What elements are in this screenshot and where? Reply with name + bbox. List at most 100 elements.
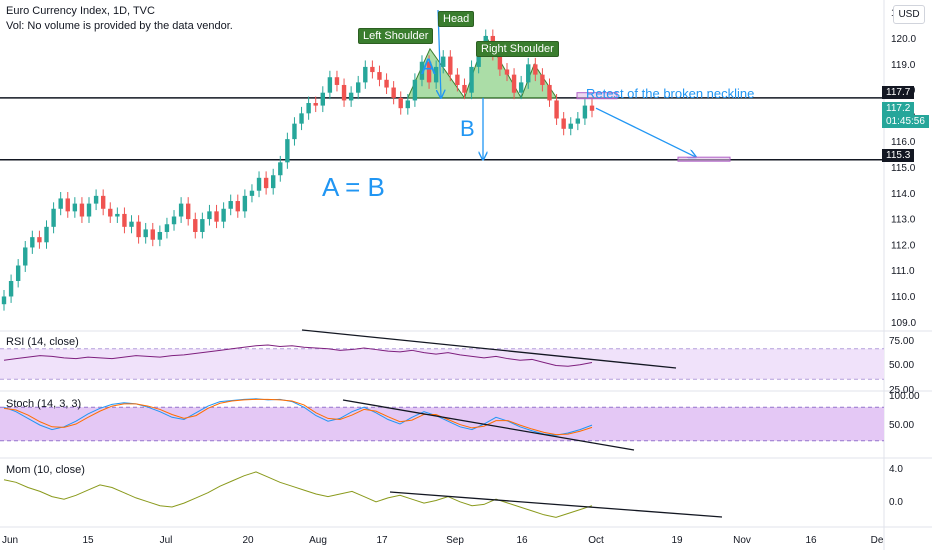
candle-body	[462, 84, 467, 93]
candle-body	[221, 208, 226, 222]
candle-body	[341, 84, 347, 101]
x-tick-label: 19	[671, 535, 683, 546]
candle-body	[278, 162, 283, 176]
countdown-tag: 01:45:56	[882, 115, 929, 128]
y-tick-label: 115.0	[891, 163, 916, 174]
candle-body	[582, 105, 588, 119]
candle-body	[136, 221, 141, 238]
mom-trendline	[389, 491, 723, 518]
candle-body	[363, 66, 368, 83]
x-tick-label: 20	[242, 535, 254, 546]
candle-body	[299, 113, 304, 124]
candle-body	[398, 97, 403, 109]
candle-body	[79, 203, 85, 217]
candle-body	[526, 64, 531, 83]
candle-body	[348, 92, 354, 101]
candle-body	[122, 213, 127, 227]
candle-body	[412, 79, 418, 101]
stoch-title: Stoch (14, 3, 3)	[6, 398, 82, 410]
candle-body	[115, 213, 120, 217]
candle-body	[320, 92, 325, 106]
candle-body	[370, 66, 375, 73]
candle-body	[518, 82, 524, 93]
stoch-tick-100: 100.00	[889, 391, 920, 402]
retest-zone	[576, 92, 618, 100]
stoch-k-line	[3, 398, 593, 436]
head-triangle	[463, 34, 523, 99]
candle-body	[391, 87, 396, 98]
candle-body	[171, 216, 177, 225]
projection-arrow	[595, 107, 696, 157]
currency-button[interactable]: USD	[893, 5, 925, 24]
candle-body	[65, 198, 70, 212]
candle-body	[58, 198, 63, 209]
candle-body	[469, 66, 474, 93]
target-zone	[677, 156, 731, 162]
candle-body	[193, 219, 198, 232]
candle-body	[15, 265, 21, 281]
y-tick-label: 109.0	[891, 318, 916, 329]
candle-body	[86, 203, 92, 217]
momentum-line	[3, 471, 593, 518]
candle-body	[377, 72, 382, 80]
candle-body	[561, 118, 566, 129]
x-tick-label: 17	[376, 535, 388, 546]
x-tick-label: De	[871, 535, 884, 546]
target-price-tag: 115.3	[882, 149, 915, 162]
stoch-band	[0, 407, 884, 441]
rsi-tick-75: 75.00	[889, 336, 915, 347]
rsi-trendline	[301, 329, 677, 369]
candle-body	[533, 64, 538, 75]
chart-title: Euro Currency Index, 1D, TVC	[6, 5, 155, 17]
candle-body	[235, 201, 240, 212]
candle-body	[249, 190, 255, 196]
neckline-price-tag: 117.7	[882, 86, 915, 99]
candle-body	[547, 84, 552, 101]
candle-body	[306, 103, 311, 114]
mom-tick-4: 4.0	[889, 464, 903, 475]
x-tick-label: Sep	[446, 535, 464, 546]
x-tick-label: 16	[516, 535, 528, 546]
candle-body	[8, 280, 14, 297]
rsi-title: RSI (14, close)	[6, 336, 79, 348]
last-price-tag: 117.2	[882, 102, 915, 115]
candle-body	[164, 224, 170, 232]
left-shoulder-label: Left Shoulder	[358, 28, 434, 44]
candle-body	[441, 56, 446, 67]
candle-body	[23, 247, 28, 266]
candle-body	[504, 69, 510, 75]
rsi-band	[0, 348, 884, 380]
candle-body	[540, 74, 545, 85]
candle-body	[292, 123, 297, 140]
x-tick-label: Nov	[733, 535, 751, 546]
a-equals-b-label: A = B	[322, 172, 385, 202]
y-tick-label: 116.0	[891, 137, 916, 148]
candle-body	[313, 103, 318, 106]
candle-body	[214, 211, 219, 222]
candle-body	[497, 54, 503, 70]
rsi-tick-50: 50.00	[889, 360, 915, 371]
candle-body	[178, 203, 184, 217]
mom-tick-0: 0.0	[889, 497, 903, 508]
candle-body	[589, 105, 595, 111]
y-tick-label: 112.0	[891, 240, 916, 251]
b-mark-label: B	[460, 116, 475, 141]
volume-note: Vol: No volume is provided by the data v…	[6, 20, 233, 32]
candle-body	[554, 100, 559, 119]
x-tick-label: Oct	[588, 535, 604, 546]
x-tick-label: Aug	[309, 535, 327, 546]
a-mark-label: A	[421, 54, 436, 79]
y-tick-label: 111.0	[891, 266, 915, 277]
candle-body	[37, 237, 42, 243]
candle-body	[433, 66, 439, 83]
mom-title: Mom (10, close)	[6, 464, 85, 476]
candle-body	[568, 123, 573, 129]
candle-body	[93, 195, 99, 204]
y-tick-label: 113.0	[891, 215, 916, 226]
candle-body	[30, 237, 35, 248]
candle-body	[256, 177, 262, 191]
candle-body	[327, 77, 333, 93]
rsi-line	[3, 344, 593, 367]
rsi-tick-25: 25.00	[889, 385, 915, 396]
